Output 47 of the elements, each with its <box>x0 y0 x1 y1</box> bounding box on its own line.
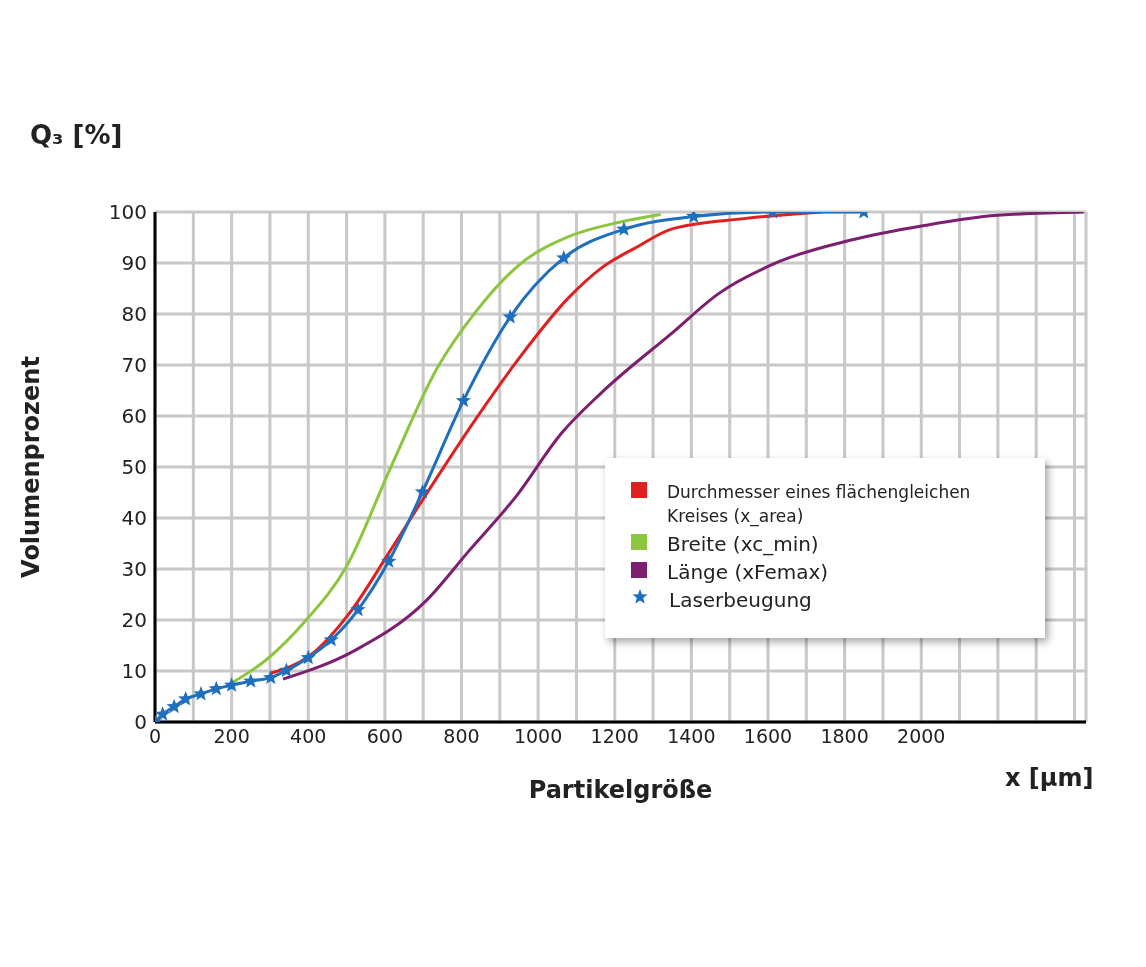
legend-label: Durchmesser eines flächengleichen Kreises (x_area) <box>667 481 972 528</box>
y-tick-label: 100 <box>108 200 147 225</box>
x-tick-label: 400 <box>290 725 327 748</box>
y-tick-label: 50 <box>121 455 147 480</box>
x-tick-label: 800 <box>443 725 480 748</box>
y-tick-label: 80 <box>121 302 147 327</box>
point <box>502 309 518 324</box>
y-tick-label: 60 <box>121 404 147 429</box>
point <box>556 249 572 265</box>
line-series <box>281 212 1086 681</box>
y-axis-title: Volumenprozent <box>16 356 45 578</box>
x-tick-label: 1800 <box>820 725 869 748</box>
x-axis-title: Partikelgröße <box>528 776 713 804</box>
point <box>381 553 397 568</box>
point <box>193 685 209 701</box>
point <box>323 631 339 647</box>
point <box>155 706 171 721</box>
point <box>455 392 472 408</box>
y-tick-label: 20 <box>121 608 147 633</box>
x-tick-label: 1600 <box>743 725 793 748</box>
text: Q₃ [%] <box>30 120 123 150</box>
x-tick-label: 0 <box>148 725 162 748</box>
y-tick-label: 70 <box>121 353 147 378</box>
x-tick-label: 200 <box>213 725 250 748</box>
point <box>278 662 295 677</box>
point <box>208 680 224 696</box>
legend-label: Laserbeugung <box>669 588 812 612</box>
point <box>243 673 259 688</box>
point <box>414 483 431 499</box>
legend-label: Länge (xFemax) <box>667 560 829 584</box>
point <box>263 669 279 685</box>
point <box>350 601 366 617</box>
y-tick-label: 40 <box>121 506 147 531</box>
x-tick-label: 1000 <box>513 725 563 748</box>
point <box>166 698 182 714</box>
y-tick-label: 30 <box>121 557 147 582</box>
legend-label: Breite (xc_min) <box>667 532 819 556</box>
point <box>178 691 194 706</box>
point <box>300 649 316 665</box>
x-tick-label: 2000 <box>897 725 946 748</box>
x-tick-label: 1200 <box>590 725 639 748</box>
x-tick-label: 600 <box>366 725 404 748</box>
y-tick-label: 10 <box>121 659 147 684</box>
point <box>224 677 240 692</box>
text: x [µm] <box>1005 764 1094 792</box>
x-tick-label: 1400 <box>667 725 716 748</box>
y-tick-label: 90 <box>121 251 147 276</box>
